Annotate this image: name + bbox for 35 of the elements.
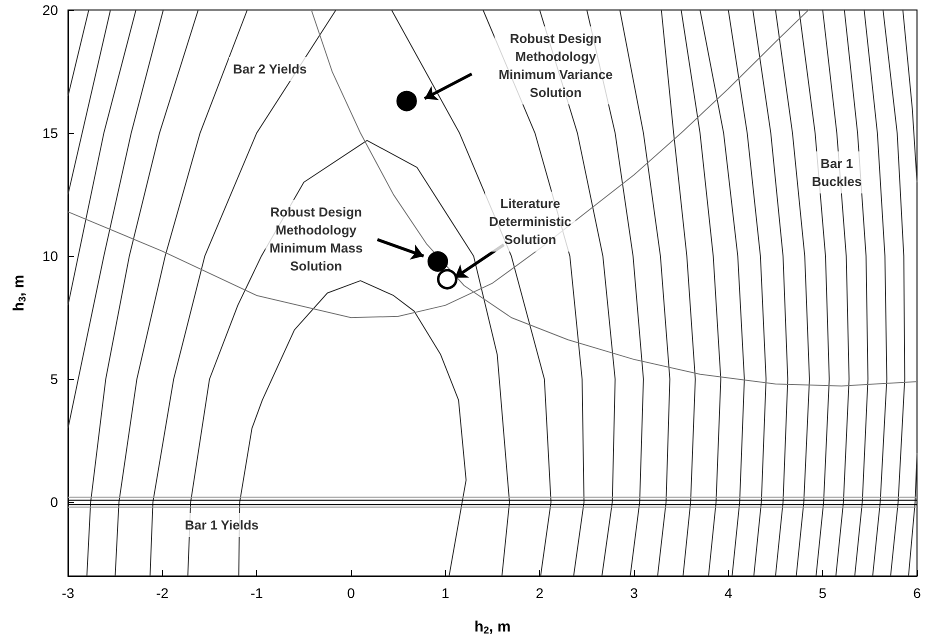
x-tick-label: 5	[818, 585, 827, 601]
x-tick-label: 6	[913, 585, 922, 601]
line-series	[619, 10, 670, 576]
y-tick-label: 10	[42, 248, 58, 264]
x-tick-label: -1	[250, 585, 264, 601]
y-axis-title: h3, m	[10, 274, 28, 312]
annotation: Bar 2 Yields	[233, 62, 307, 77]
line-series	[864, 10, 888, 576]
x-tick-label: -3	[62, 585, 74, 601]
x-tick-label: 2	[536, 585, 544, 601]
x-tick-label: 3	[630, 585, 638, 601]
annotation: Robust Design Methodology Minimum Variance Solution	[498, 30, 613, 100]
line-series	[680, 10, 722, 576]
x-tick-label: -2	[156, 585, 169, 601]
annotation: Literature Deterministic Solution	[489, 196, 572, 248]
x-tick-label: 0	[347, 585, 356, 601]
y-tick-label: 15	[42, 125, 58, 142]
annotation: Bar 1 Buckles	[812, 156, 862, 189]
y-tick-label: 5	[50, 371, 58, 388]
point	[436, 268, 458, 290]
y-tick-label: 0	[50, 494, 58, 510]
y-tick-label: 20	[42, 2, 58, 18]
line-series	[728, 10, 767, 576]
line-series	[68, 10, 164, 429]
x-tick-label: 4	[724, 585, 732, 601]
point	[428, 251, 448, 272]
line-series	[882, 10, 906, 576]
line-series	[775, 10, 810, 576]
line-series	[700, 10, 745, 576]
annotation: Robust Design Methodology Minimum Mass Solution	[270, 204, 363, 274]
x-tick-label: 1	[441, 585, 450, 601]
annotation: Bar 1 Yields	[184, 518, 259, 533]
line-series	[752, 10, 788, 576]
line-series	[660, 10, 696, 576]
point	[396, 90, 417, 112]
